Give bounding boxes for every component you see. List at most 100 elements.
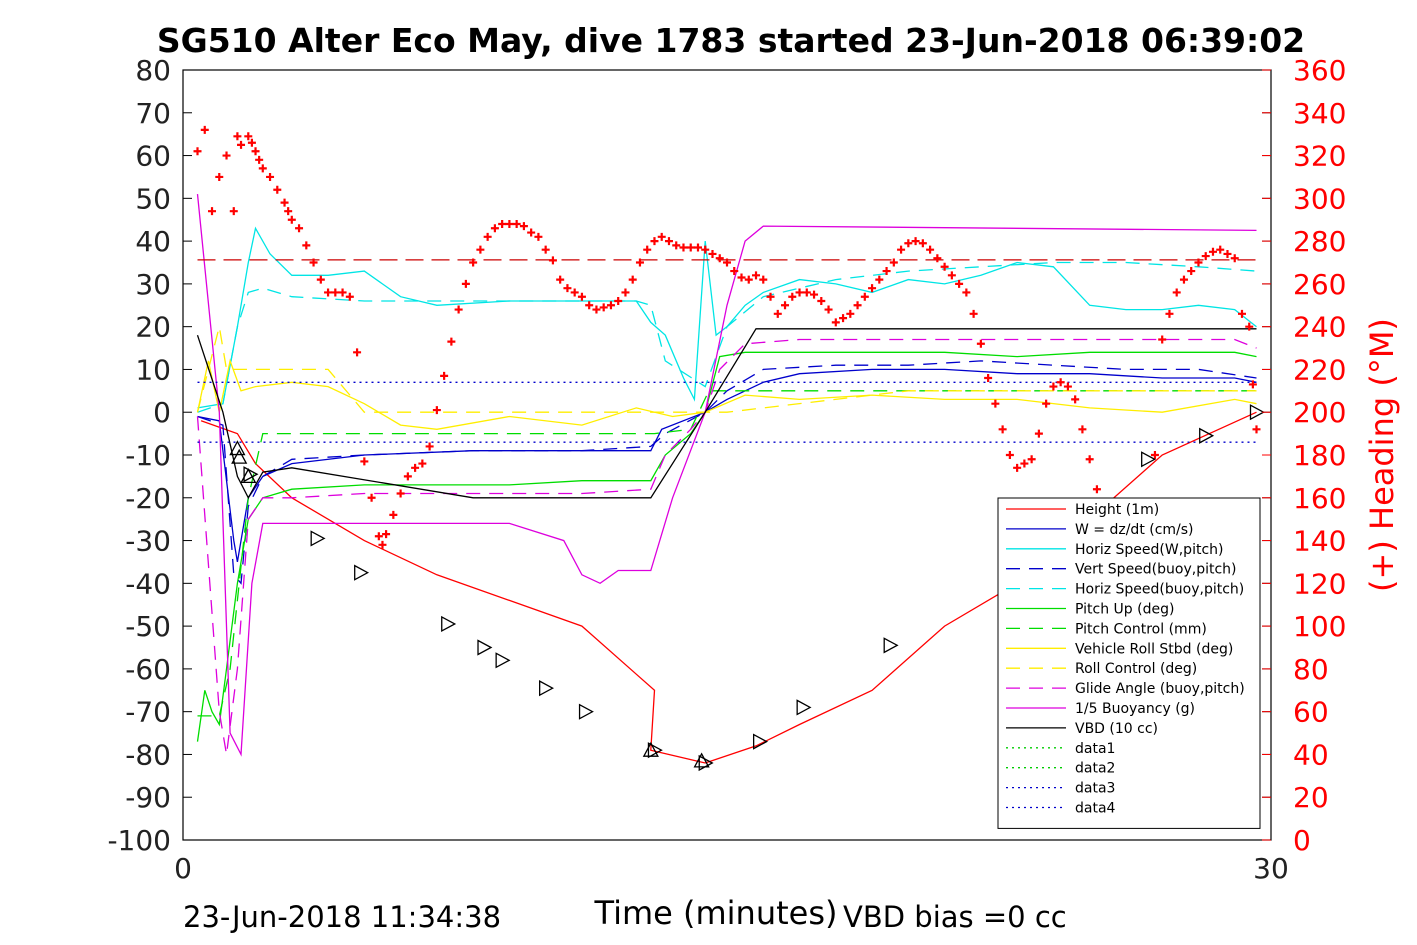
heading-point xyxy=(737,273,746,282)
triangle-right-marker xyxy=(354,564,370,581)
heading-point xyxy=(461,279,470,288)
right-y-tick-label: 60 xyxy=(1293,696,1329,729)
left-y-tick-label: 10 xyxy=(135,353,171,386)
legend-box xyxy=(997,497,1261,829)
heading-point xyxy=(585,301,594,310)
heading-point xyxy=(287,215,296,224)
heading-point xyxy=(969,309,978,318)
heading-point xyxy=(730,267,739,276)
heading-point xyxy=(1208,247,1217,256)
series-line-roll-control-deg xyxy=(196,326,1257,413)
left-y-tick-label: -90 xyxy=(125,781,171,814)
heading-point xyxy=(875,275,884,284)
legend-label-vehicle-roll-stbd-deg: Vehicle Roll Stbd (deg) xyxy=(1075,641,1233,657)
right-y-tick-label: 220 xyxy=(1293,353,1346,386)
right-y-tick-label: 20 xyxy=(1293,781,1329,814)
heading-point xyxy=(258,164,267,173)
heading-point xyxy=(984,374,993,382)
left-y-tick-label: 60 xyxy=(135,140,171,173)
heading-point xyxy=(1158,335,1167,344)
heading-point xyxy=(679,243,688,252)
heading-point xyxy=(991,399,1000,408)
right-y-tick-label: 240 xyxy=(1293,311,1346,344)
heading-point xyxy=(237,140,246,149)
left-y-tick-label: 50 xyxy=(135,182,171,215)
heading-point xyxy=(614,297,623,305)
heading-point xyxy=(918,239,927,248)
heading-point xyxy=(1216,245,1225,254)
heading-point xyxy=(1085,455,1094,464)
triangle-right-marker xyxy=(578,703,594,720)
heading-point xyxy=(824,305,833,314)
heading-point xyxy=(1194,258,1203,267)
legend-label-glide-angle-buoy-pitch: Glide Angle (buoy,pitch) xyxy=(1075,681,1245,697)
heading-point xyxy=(962,288,971,297)
series-line-vbd-10-cc xyxy=(196,328,1257,500)
heading-point xyxy=(577,292,586,301)
triangle-right-marker xyxy=(441,615,457,633)
triangle-up-marker xyxy=(693,752,710,768)
heading-point xyxy=(1049,382,1058,391)
right-y-tick-label: 160 xyxy=(1293,482,1346,515)
heading-point xyxy=(378,540,387,549)
heading-point xyxy=(1165,309,1174,318)
triangle-up-marker xyxy=(231,448,248,464)
series-line-horiz-speed-w-pitch xyxy=(197,226,1257,409)
heading-point xyxy=(1252,425,1261,434)
heading-point xyxy=(715,254,724,263)
heading-point xyxy=(650,237,659,246)
heading-point xyxy=(338,288,347,297)
heading-point xyxy=(846,309,855,318)
triangle-right-marker xyxy=(698,754,714,772)
heading-point xyxy=(1027,455,1036,464)
series-line-horiz-speed-buoy-pitch xyxy=(197,261,1257,413)
legend-label-data1: data1 xyxy=(1075,741,1115,757)
left-y-tick-label: 20 xyxy=(135,311,171,344)
left-y-tick-label: -100 xyxy=(107,824,171,857)
heading-point xyxy=(955,279,964,288)
right-y-tick-label: 280 xyxy=(1293,225,1346,258)
heading-point xyxy=(519,222,528,231)
x-axis-label: Time (minutes) xyxy=(594,894,838,932)
heading-point xyxy=(1172,288,1181,297)
heading-point xyxy=(744,275,753,284)
left-y-tick-label: 30 xyxy=(135,268,171,301)
heading-point xyxy=(933,254,942,263)
heading-point xyxy=(926,245,935,254)
heading-point xyxy=(324,288,333,297)
left-y-tick-label: -40 xyxy=(125,567,171,600)
heading-point xyxy=(810,290,819,299)
heading-point xyxy=(911,237,920,246)
legend-label-horiz-speed-w-pitch: Horiz Speed(W,pitch) xyxy=(1075,542,1223,558)
heading-point xyxy=(360,457,369,466)
heading-point xyxy=(766,292,775,301)
right-y-tick-label: 180 xyxy=(1293,439,1346,472)
right-y-tick-label: 340 xyxy=(1293,97,1346,130)
heading-point xyxy=(1237,309,1246,318)
heading-point xyxy=(255,155,264,164)
heading-point xyxy=(403,472,412,481)
legend-label-w-dz-dt-cm-s: W = dz/dt (cm/s) xyxy=(1075,522,1194,538)
footer-vbd-bias: VBD bias =0 cc xyxy=(843,900,1067,934)
left-y-axis: 80 70 60 50 40 30 20 10 0 -10 -20 -30 -40 -50 -60 -70 -8… xyxy=(107,54,1271,857)
heading-point xyxy=(752,271,761,280)
heading-point xyxy=(1020,459,1029,468)
heading-point xyxy=(1013,463,1022,472)
heading-point xyxy=(1230,254,1239,263)
heading-point xyxy=(635,258,644,267)
legend-label-1-5-buoyancy-g: 1/5 Buoyancy (g) xyxy=(1075,701,1195,717)
heading-point xyxy=(382,530,391,539)
triangle-right-marker xyxy=(647,742,663,759)
heading-point xyxy=(708,249,717,258)
heading-point xyxy=(200,125,209,134)
left-y-tick-label: -20 xyxy=(125,482,171,515)
heading-point xyxy=(1201,252,1210,261)
heading-point xyxy=(563,284,572,293)
heading-point xyxy=(1179,275,1188,284)
heading-point xyxy=(548,256,557,265)
heading-point xyxy=(1150,451,1159,459)
heading-point xyxy=(505,220,514,228)
heading-point xyxy=(1092,485,1101,494)
triangle-right-marker xyxy=(310,530,326,547)
left-y-tick-label: -80 xyxy=(125,738,171,771)
